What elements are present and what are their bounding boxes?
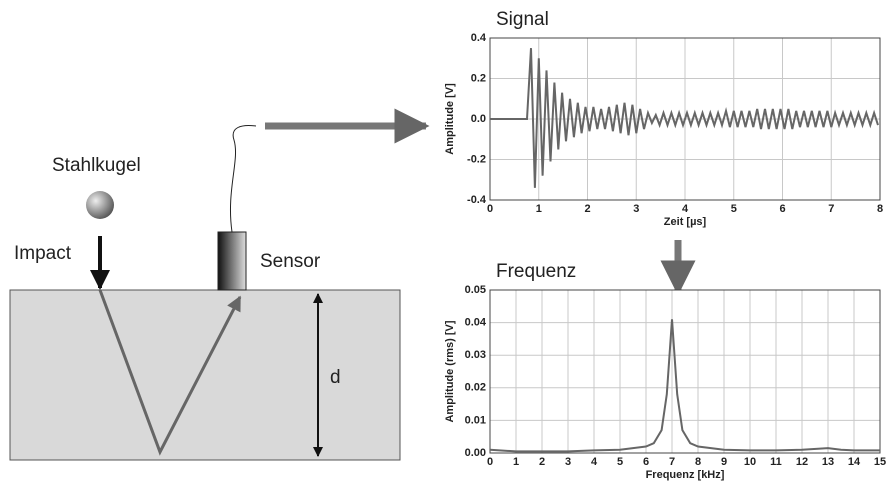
- x-tick-label: 5: [617, 456, 623, 468]
- y-tick-label: 0.2: [471, 72, 486, 84]
- x-tick-label: 0: [487, 456, 493, 468]
- x-axis-label: Zeit [µs]: [664, 216, 707, 228]
- x-tick-label: 11: [770, 456, 782, 468]
- depth-label: d: [330, 367, 341, 388]
- x-tick-label: 0: [487, 203, 493, 215]
- chart-title: Frequenz: [496, 261, 576, 282]
- y-axis-label: Amplitude (rms) [V]: [444, 320, 456, 422]
- x-tick-label: 3: [565, 456, 571, 468]
- y-tick-label: 0.03: [465, 349, 486, 361]
- y-tick-label: -0.4: [467, 194, 487, 206]
- x-tick-label: 3: [633, 203, 639, 215]
- y-tick-label: 0.00: [465, 447, 486, 459]
- x-tick-label: 15: [874, 456, 886, 468]
- x-tick-label: 8: [877, 203, 883, 215]
- y-tick-label: -0.2: [467, 153, 486, 165]
- x-tick-label: 2: [584, 203, 590, 215]
- y-tick-label: 0.04: [465, 317, 487, 329]
- x-tick-label: 8: [695, 456, 701, 468]
- x-tick-label: 7: [828, 203, 834, 215]
- impact-label: Impact: [14, 243, 72, 264]
- sensor: [217, 231, 247, 291]
- x-tick-label: 6: [779, 203, 785, 215]
- data-line: [489, 319, 880, 453]
- y-tick-label: 0.0: [471, 113, 486, 125]
- x-tick-label: 9: [721, 456, 727, 468]
- y-tick-label: 0.4: [471, 32, 487, 44]
- y-tick-label: 0.05: [465, 284, 486, 296]
- wire: [229, 125, 257, 233]
- x-tick-label: 5: [731, 203, 737, 215]
- plot-frame: [489, 289, 881, 454]
- x-tick-label: 1: [513, 456, 519, 468]
- x-tick-label: 14: [848, 456, 861, 468]
- block: [9, 289, 401, 461]
- chart-title: Signal: [496, 9, 549, 30]
- plot-area: [490, 290, 880, 453]
- sensor-label: Sensor: [260, 251, 321, 272]
- y-tick-label: 0.01: [465, 414, 486, 426]
- x-tick-label: 2: [539, 456, 545, 468]
- x-tick-label: 7: [669, 456, 675, 468]
- x-tick-label: 10: [744, 456, 756, 468]
- ball: [86, 191, 114, 219]
- y-tick-label: 0.02: [465, 382, 486, 394]
- x-tick-label: 6: [643, 456, 649, 468]
- x-tick-label: 12: [796, 456, 808, 468]
- x-axis-label: Frequenz [kHz]: [646, 469, 725, 481]
- ball-label: Stahlkugel: [52, 155, 141, 176]
- x-tick-label: 13: [822, 456, 834, 468]
- data-line: [490, 48, 879, 188]
- x-tick-label: 4: [682, 203, 689, 215]
- x-tick-label: 4: [591, 456, 598, 468]
- y-axis-label: Amplitude [V]: [444, 83, 456, 155]
- wave-path: [98, 289, 242, 456]
- x-tick-label: 1: [536, 203, 542, 215]
